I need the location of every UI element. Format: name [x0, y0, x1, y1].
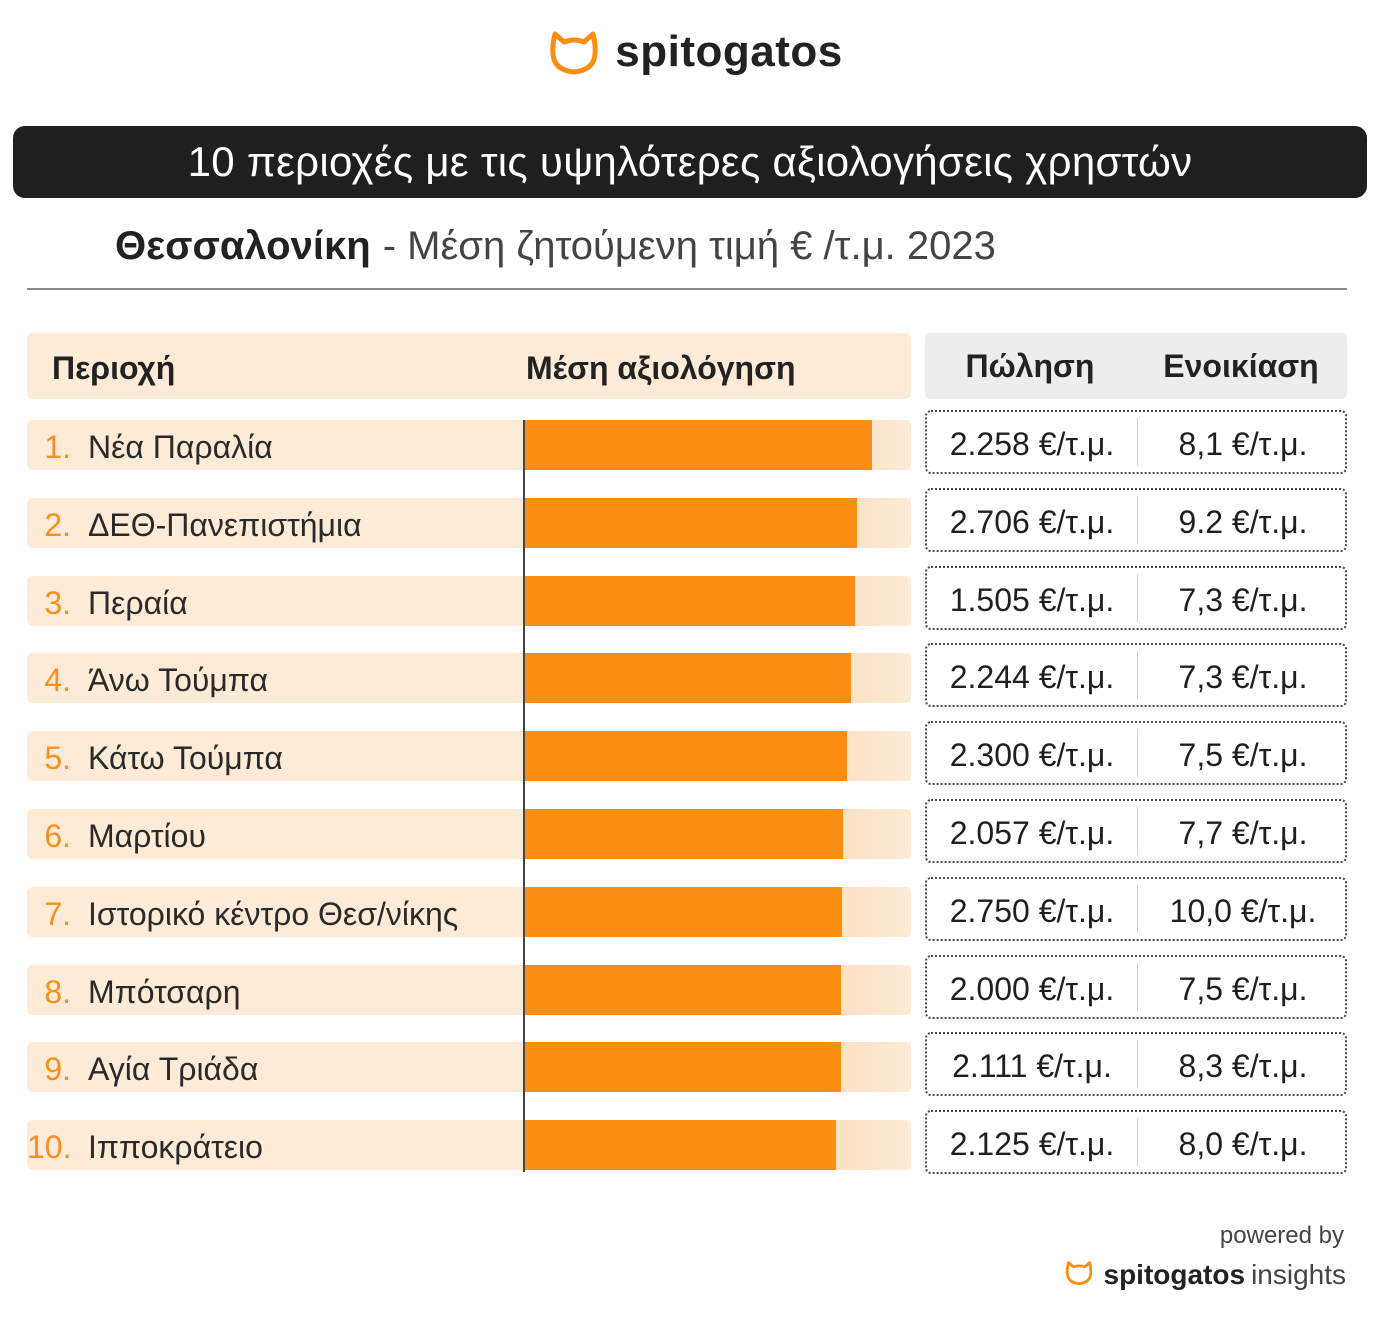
row-area-name: Μπότσαρη [88, 974, 241, 1010]
header-rent: Ενοικίαση [1163, 348, 1319, 384]
rating-bar [525, 576, 855, 626]
row-area-name: Περαία [88, 585, 188, 621]
row-rank: 8. [44, 974, 71, 1010]
row-rank: 2. [44, 507, 71, 543]
rating-table-header: Περιοχή Μέση αξιολόγηση [27, 333, 911, 399]
price-row: 2.000 €/τ.μ. 7,5 €/τ.μ. [925, 955, 1347, 1019]
header-area: Περιοχή [52, 350, 176, 386]
rating-bar [525, 653, 851, 703]
row-area-name: ΔΕΘ-Πανεπιστήμια [88, 507, 362, 543]
price-row: 2.750 €/τ.μ. 10,0 €/τ.μ. [925, 877, 1347, 941]
rating-bar [525, 731, 847, 781]
price-divider [1137, 885, 1138, 933]
price-row: 2.258 €/τ.μ. 8,1 €/τ.μ. [925, 410, 1347, 474]
sale-price: 2.111 €/τ.μ. [952, 1048, 1112, 1084]
price-divider [1137, 418, 1138, 466]
row-rank: 6. [44, 818, 71, 854]
footer-brand-suffix: insights [1251, 1259, 1346, 1290]
row-rank: 5. [44, 740, 71, 776]
row-rank: 10. [27, 1129, 72, 1165]
cat-head-icon [547, 28, 601, 76]
price-row: 2.706 €/τ.μ. 9.2 €/τ.μ. [925, 488, 1347, 552]
sale-price: 2.258 €/τ.μ. [949, 426, 1115, 462]
price-row: 2.111 €/τ.μ. 8,3 €/τ.μ. [925, 1032, 1347, 1096]
subtitle-city: Θεσσαλονίκη [115, 223, 371, 268]
divider [27, 288, 1347, 290]
header-rating: Μέση αξιολόγηση [526, 350, 796, 386]
brand-logo-text: spitogatos [615, 27, 843, 76]
rent-price: 7,3 €/τ.μ. [1178, 659, 1308, 695]
rating-bar [525, 420, 872, 470]
row-area-name: Ιστορικό κέντρο Θεσ/νίκης [88, 896, 459, 932]
rent-price: 10,0 €/τ.μ. [1169, 893, 1317, 929]
price-divider [1137, 651, 1138, 699]
price-divider [1137, 729, 1138, 777]
rating-bar [525, 965, 841, 1015]
row-rank: 1. [44, 429, 71, 465]
rating-bar [525, 809, 843, 859]
header-sale: Πώληση [965, 348, 1095, 384]
rent-price: 9.2 €/τ.μ. [1178, 504, 1308, 540]
price-divider [1137, 807, 1138, 855]
footer-logo: spitogatos insights [1064, 1255, 1346, 1295]
price-row: 2.057 €/τ.μ. 7,7 €/τ.μ. [925, 799, 1347, 863]
rating-bar [525, 887, 842, 937]
price-divider [1137, 496, 1138, 544]
sale-price: 2.000 €/τ.μ. [949, 971, 1115, 1007]
rent-price: 7,7 €/τ.μ. [1178, 815, 1308, 851]
rating-bar [525, 498, 857, 548]
price-divider [1137, 1118, 1138, 1166]
subtitle-description: - Μέση ζητούμενη τιμή € /τ.μ. 2023 [382, 223, 996, 268]
sale-price: 2.125 €/τ.μ. [949, 1126, 1115, 1162]
row-area-name: Νέα Παραλία [88, 429, 273, 465]
price-divider [1137, 574, 1138, 622]
row-area-name: Κάτω Τούμπα [88, 740, 283, 776]
footer-brand: spitogatos [1103, 1259, 1246, 1290]
rent-price: 8,3 €/τ.μ. [1178, 1048, 1308, 1084]
rent-price: 7,5 €/τ.μ. [1178, 971, 1308, 1007]
bar-axis [523, 420, 525, 1172]
powered-by-label: powered by [1219, 1222, 1344, 1249]
row-area-name: Ιπποκράτειο [88, 1129, 263, 1165]
sale-price: 2.300 €/τ.μ. [949, 737, 1115, 773]
price-table-header: Πώληση Ενοικίαση [925, 333, 1347, 399]
rating-bar [525, 1042, 841, 1092]
rating-bar [525, 1120, 836, 1170]
row-rank: 3. [44, 585, 71, 621]
cat-head-icon [1064, 1259, 1094, 1291]
page-title: 10 περιοχές με τις υψηλότερες αξιολογήσε… [13, 126, 1367, 198]
price-row: 2.125 €/τ.μ. 8,0 €/τ.μ. [925, 1110, 1347, 1174]
price-divider [1137, 1040, 1138, 1088]
brand-logo: spitogatos [0, 22, 1390, 82]
row-rank: 7. [44, 896, 71, 932]
price-divider [1137, 963, 1138, 1011]
sale-price: 2.750 €/τ.μ. [949, 893, 1115, 929]
price-row: 1.505 €/τ.μ. 7,3 €/τ.μ. [925, 566, 1347, 630]
sale-price: 2.706 €/τ.μ. [949, 504, 1115, 540]
rent-price: 8,0 €/τ.μ. [1178, 1126, 1308, 1162]
row-area-name: Μαρτίου [88, 818, 206, 854]
row-area-name: Αγία Τριάδα [88, 1051, 259, 1087]
price-row: 2.244 €/τ.μ. 7,3 €/τ.μ. [925, 643, 1347, 707]
price-row: 2.300 €/τ.μ. 7,5 €/τ.μ. [925, 721, 1347, 785]
rent-price: 8,1 €/τ.μ. [1178, 426, 1308, 462]
row-area-name: Άνω Τούμπα [88, 662, 268, 698]
subtitle: Θεσσαλονίκη - Μέση ζητούμενη τιμή € /τ.μ… [115, 218, 996, 274]
sale-price: 1.505 €/τ.μ. [949, 582, 1115, 618]
row-rank: 4. [44, 662, 71, 698]
sale-price: 2.244 €/τ.μ. [949, 659, 1115, 695]
rent-price: 7,3 €/τ.μ. [1178, 582, 1308, 618]
row-rank: 9. [44, 1051, 71, 1087]
sale-price: 2.057 €/τ.μ. [949, 815, 1115, 851]
rent-price: 7,5 €/τ.μ. [1178, 737, 1308, 773]
